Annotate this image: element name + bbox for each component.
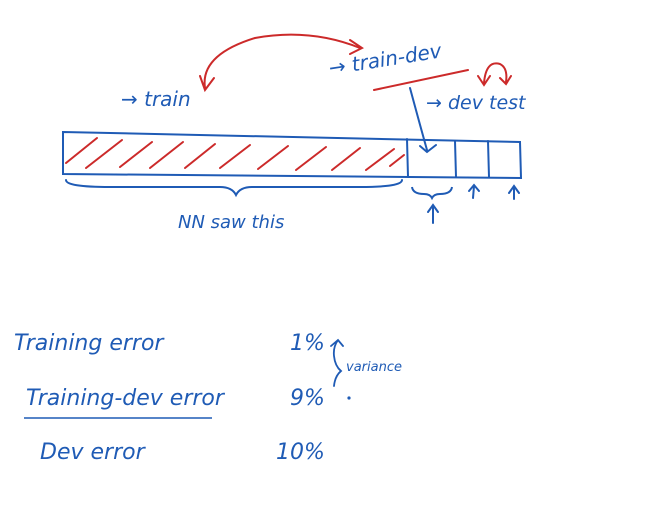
train-to-train-dev-arrow [199,33,364,93]
train-dev-up-arrow [427,203,439,224]
red-annotations [199,33,512,93]
test-divider [487,140,490,178]
dev-test-swap-arrow [477,62,512,87]
dev-divider [454,140,457,178]
bar-outline [62,130,523,180]
train-dev-underline [373,69,469,91]
train-brace [65,179,403,198]
train-dev-divider [406,138,409,178]
train-label: → train [121,87,191,111]
training-dev-error-value: 9% [290,386,325,411]
dev-error-value: 10% [276,440,325,465]
up-arrows [427,183,520,224]
train-dev-brace [411,186,453,201]
dot-mark [347,396,351,400]
dev-test-label: → dev test [426,92,527,114]
variance-bracket [330,338,344,387]
training-dev-error-label: Training-dev error [26,386,226,411]
nn-saw-this-label: NN saw this [178,212,284,233]
data-bar [62,130,523,180]
training-error-label: Training error [14,331,165,356]
training-error-value: 1% [290,331,325,356]
train-hatching [65,137,405,171]
error-table: Training error 1% Training-dev error 9% … [14,331,325,465]
train-dev-label: → train-dev [327,38,444,80]
dev-up-arrow [468,183,480,199]
dev-error-label: Dev error [40,440,147,465]
variance-label: variance [346,360,402,375]
test-up-arrow [508,184,520,200]
train-dev-pointer [409,87,437,154]
